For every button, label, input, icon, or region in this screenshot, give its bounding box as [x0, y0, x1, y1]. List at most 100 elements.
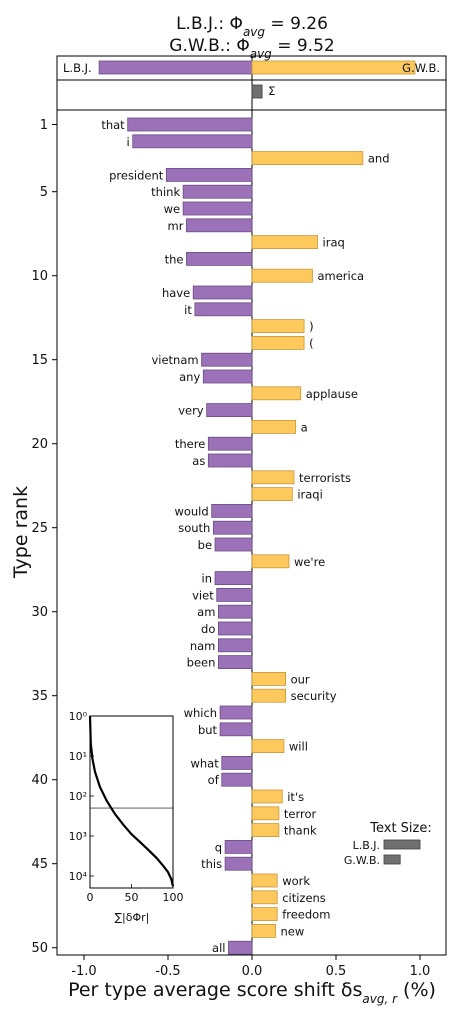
bar-) — [251, 319, 305, 334]
bar-citizens — [251, 890, 278, 905]
word-label-think: think — [151, 185, 180, 199]
bar-in — [214, 571, 253, 585]
summary-bar-gwb — [251, 60, 416, 75]
x-tick-label--1.0: -1.0 — [71, 964, 96, 979]
bar-as — [207, 453, 253, 468]
y-tick-label-35: 35 — [31, 689, 48, 704]
bar-this — [224, 856, 253, 871]
bar-a — [251, 419, 297, 434]
word-label-(: ( — [309, 336, 314, 350]
bar-america — [251, 268, 313, 283]
bar-vietnam — [201, 352, 253, 367]
bar-viet — [216, 588, 253, 602]
bar-there — [207, 436, 253, 451]
bar-all — [228, 940, 253, 955]
inset-y-tick-label-0: 10⁰ — [69, 710, 88, 723]
bar-mr — [186, 218, 253, 233]
word-label-work: work — [282, 874, 310, 888]
word-label-this: this — [201, 857, 222, 871]
bar-the — [186, 251, 253, 266]
y-tick-label-1: 1 — [40, 118, 48, 133]
word-label-citizens: citizens — [282, 891, 326, 905]
word-label-that: that — [101, 118, 125, 132]
x-tick-label-1.0: 1.0 — [410, 964, 431, 979]
text-size-legend-gwb-label: G.W.B. — [344, 854, 380, 867]
y-tick-label-30: 30 — [31, 605, 48, 620]
bar-what — [221, 756, 253, 770]
bar-would — [211, 503, 253, 518]
word-label-iraq: iraq — [323, 236, 345, 250]
word-label-new: new — [281, 924, 305, 938]
word-label-vietnam: vietnam — [151, 353, 198, 367]
word-label-been: been — [187, 656, 216, 670]
word-label-any: any — [179, 370, 200, 384]
x-tick-label--0.5: -0.5 — [155, 964, 180, 979]
word-label-as: as — [192, 454, 205, 468]
bar-it's — [251, 789, 283, 804]
bar-iraq — [251, 235, 318, 250]
y-tick-label-5: 5 — [40, 185, 48, 200]
y-axis-label: Type rank — [10, 486, 32, 579]
word-label-which: which — [184, 706, 218, 720]
word-bars — [127, 117, 364, 955]
word-label-of: of — [208, 773, 220, 787]
word-label-terrorists: terrorists — [299, 471, 351, 485]
bar-freedom — [251, 907, 278, 921]
word-label-be: be — [198, 538, 212, 552]
bar-been — [217, 655, 253, 669]
word-label-our: our — [291, 672, 310, 686]
y-tick-label-50: 50 — [31, 941, 48, 956]
bar-of — [221, 772, 253, 787]
inset-plot: 10⁰ 10¹ 10² 10³ 10⁴ 0 50 100 ∑|δΦr| — [69, 710, 184, 924]
bar-that — [127, 117, 253, 132]
word-label-i: i — [127, 135, 130, 149]
x-tick-label-0.5: 0.5 — [326, 964, 347, 979]
inset-x-label: ∑|δΦr| — [115, 911, 150, 924]
summary-label-sigma: Σ — [268, 84, 275, 98]
inset-y-tick-label-2: 10² — [69, 790, 87, 803]
bar-have — [192, 285, 253, 300]
bar-south — [212, 520, 253, 535]
summary-bar-lbj — [98, 60, 253, 75]
bar-will — [251, 739, 285, 753]
summary-label-gwb: G.W.B. — [402, 61, 440, 75]
bar-do — [217, 621, 253, 636]
bar-which — [219, 705, 253, 720]
inset-y-tick-label-4: 10⁴ — [69, 870, 88, 883]
bar-it — [194, 302, 253, 317]
bar-work — [251, 873, 278, 888]
bar-terrorists — [251, 470, 295, 485]
word-label-very: very — [178, 404, 204, 418]
word-label-there: there — [175, 437, 205, 451]
x-tick-label-0.0: 0.0 — [242, 964, 263, 979]
x-axis-ticks: -1.0 -0.5 0.0 0.5 1.0 — [71, 955, 430, 979]
chart-title-line-1: L.B.J.: Φavg = 9.26 — [176, 14, 328, 39]
word-label-the: the — [165, 252, 184, 266]
y-tick-label-20: 20 — [31, 437, 48, 452]
text-size-legend-lbj-bar — [383, 839, 421, 850]
word-label-we're: we're — [294, 555, 325, 569]
word-label-viet: viet — [192, 588, 214, 602]
bar-terror — [251, 806, 280, 821]
bar-new — [251, 924, 276, 938]
summary-panel: L.B.J. G.W.B. Σ — [56, 55, 447, 111]
word-label-in: in — [202, 572, 212, 586]
bar-any — [202, 369, 253, 384]
inset-y-tick-label-1: 10¹ — [69, 750, 87, 763]
word-label-president: president — [109, 168, 164, 182]
y-tick-label-10: 10 — [31, 269, 48, 284]
text-size-legend-gwb-bar — [383, 854, 401, 865]
bar-very — [206, 403, 253, 418]
word-label-what: what — [190, 756, 219, 770]
bar-think — [182, 184, 253, 199]
word-label-iraqi: iraqi — [297, 488, 322, 502]
inset-x-tick-label-100: 100 — [163, 891, 184, 904]
inset-x-tick-label-0: 0 — [87, 891, 94, 904]
inset-curve — [88, 715, 175, 887]
word-label-mr: mr — [168, 219, 184, 233]
bar-am — [217, 604, 253, 619]
word-label-america: america — [317, 269, 364, 283]
word-label-it's: it's — [287, 790, 304, 804]
text-size-legend-lbj-label: L.B.J. — [353, 839, 380, 852]
